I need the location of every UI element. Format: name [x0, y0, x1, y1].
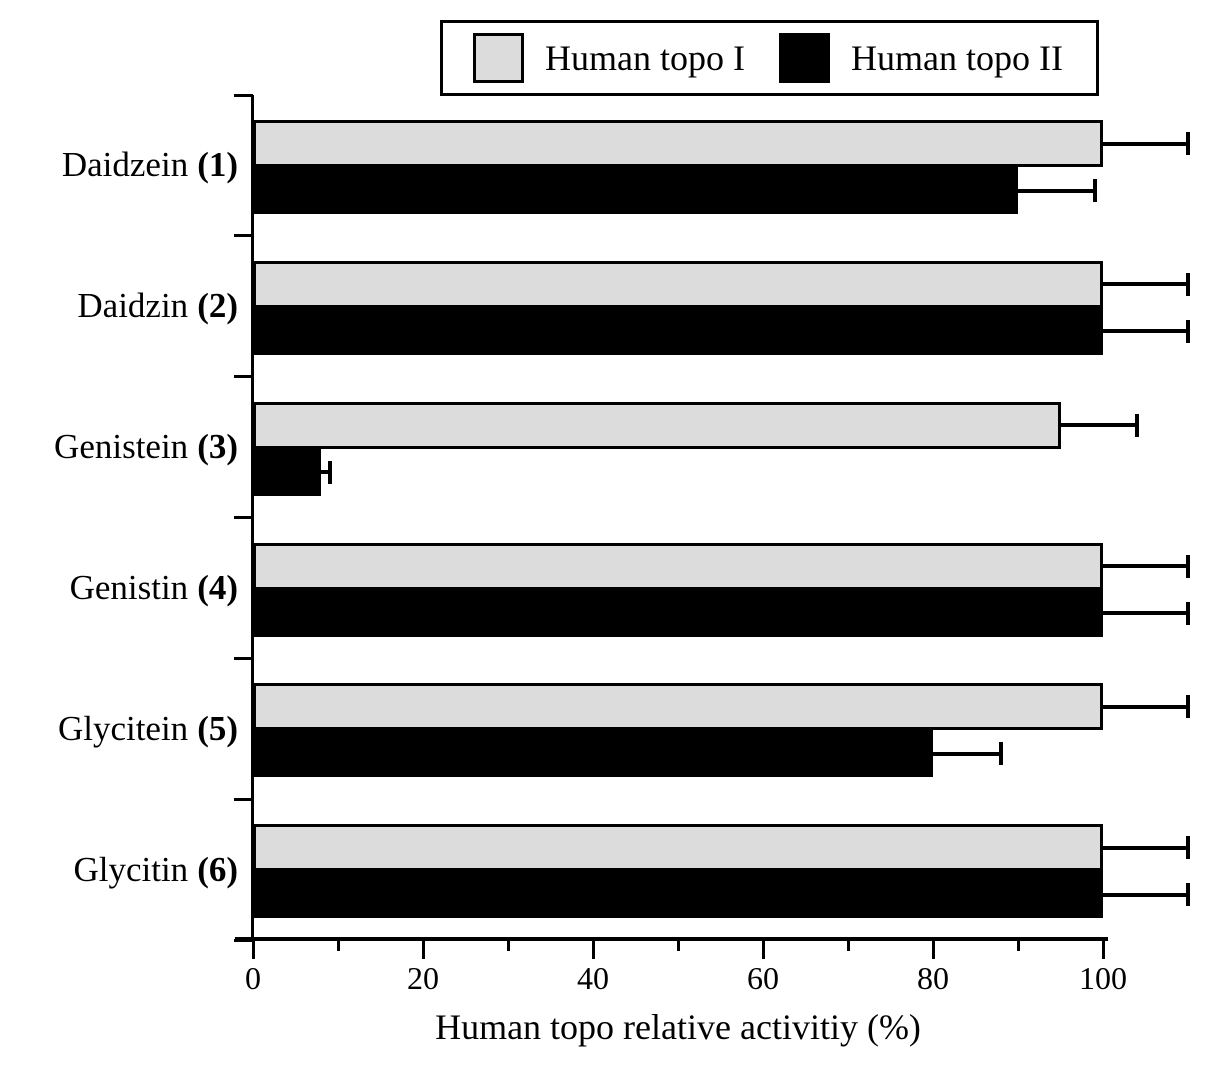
error-bar-cap [1186, 883, 1190, 907]
x-axis-tick-major [1101, 937, 1105, 959]
error-bar-cap [1186, 601, 1190, 625]
error-bar-cap [1186, 554, 1190, 578]
category-number: (1) [197, 145, 238, 185]
x-axis-tick-minor [336, 937, 340, 951]
bar-human-topo-ii-genistin-4 [253, 589, 1103, 637]
x-axis-tick-major [591, 937, 595, 959]
error-bar-line [1103, 564, 1188, 568]
x-axis-tick-major [931, 937, 935, 959]
error-bar-cap [1092, 179, 1097, 202]
bar-human-topo-ii-daidzein-1 [253, 167, 1018, 214]
category-label: Daidzein (1) [0, 139, 238, 191]
category-label: Glycitin (6) [0, 844, 238, 896]
x-axis-tick-minor [676, 937, 680, 951]
error-bar-cap [1186, 272, 1190, 296]
error-bar-line [1103, 845, 1188, 850]
error-bar-cap [1186, 695, 1190, 719]
error-bar-cap [1186, 319, 1190, 343]
category-number: (6) [197, 849, 238, 889]
error-bar-line [1103, 892, 1188, 897]
x-axis-tick-minor [506, 937, 510, 951]
bar-human-topo-i-glycitein-5 [253, 683, 1103, 731]
category-label: Glycitein (5) [0, 703, 238, 755]
x-axis-tick-major [761, 937, 765, 959]
x-axis-tick-label: 60 [747, 960, 779, 996]
category-name: Genistin [69, 567, 189, 607]
bar-human-topo-ii-daidzin-2 [253, 307, 1103, 355]
y-axis-tick [234, 938, 253, 942]
error-bar-line [1103, 611, 1188, 615]
error-bar-line [1103, 282, 1188, 287]
x-axis-tick-label: 80 [917, 960, 949, 996]
category-name: Glycitein [57, 708, 189, 748]
y-axis-tick [234, 516, 253, 519]
x-axis-line [235, 937, 1108, 941]
x-axis-title: Human topo relative activitiy (%) [435, 1007, 921, 1047]
x-axis-tick-major [251, 937, 255, 959]
bar-human-topo-ii-glycitin-6 [253, 871, 1103, 919]
error-bar-line [1018, 188, 1095, 193]
legend-label-human-topo-i: Human topo I [545, 38, 745, 78]
x-axis-tick-minor [846, 937, 850, 951]
error-bar-cap [1186, 132, 1190, 155]
category-number: (3) [197, 427, 238, 467]
error-bar-cap [327, 460, 332, 484]
x-axis-tick-label: 0 [245, 960, 261, 996]
category-name: Glycitin [73, 849, 189, 889]
category-number: (5) [197, 708, 238, 748]
y-axis-tick [234, 656, 253, 660]
error-bar-line [1103, 329, 1188, 334]
category-name: Daidzein [61, 145, 189, 185]
category-label: Daidzin (2) [0, 280, 238, 332]
category-name: Genistein [54, 427, 189, 467]
x-axis-tick-label: 20 [407, 960, 439, 996]
error-bar-line [1103, 704, 1188, 709]
y-axis-tick [234, 234, 253, 238]
bar-human-topo-i-glycitin-6 [253, 824, 1103, 872]
category-number: (4) [197, 567, 238, 607]
error-bar-line [933, 751, 1001, 756]
legend-swatch-human-topo-i [473, 33, 524, 83]
x-axis-tick-label: 40 [577, 960, 609, 996]
legend-swatch-human-topo-ii [778, 33, 830, 83]
y-axis-tick [234, 93, 253, 97]
x-axis-tick-label: 100 [1079, 960, 1127, 996]
legend-label-human-topo-ii: Human topo II [850, 38, 1063, 78]
y-axis-tick [234, 797, 253, 801]
category-name: Daidzin [77, 286, 189, 326]
error-bar-cap [1135, 413, 1139, 437]
x-axis-tick-major [421, 937, 425, 959]
y-axis-tick [234, 375, 253, 379]
bar-human-topo-i-daidzein-1 [253, 120, 1103, 167]
error-bar-line [1060, 423, 1137, 428]
error-bar-line [321, 470, 330, 475]
error-bar-cap [1186, 836, 1190, 860]
category-label: Genistin (4) [0, 562, 238, 614]
bar-human-topo-ii-genistein-3 [253, 448, 321, 496]
error-bar-cap [999, 742, 1003, 766]
x-axis-tick-minor [1016, 937, 1020, 951]
bar-human-topo-i-genistein-3 [253, 401, 1061, 449]
error-bar-line [1103, 141, 1188, 146]
category-number: (2) [197, 286, 238, 326]
bar-human-topo-i-daidzin-2 [253, 260, 1103, 308]
bar-human-topo-ii-glycitein-5 [253, 730, 933, 778]
category-label: Genistein (3) [0, 421, 238, 473]
legend: Human topo I Human topo II [440, 20, 1099, 96]
bar-human-topo-i-genistin-4 [253, 542, 1103, 590]
